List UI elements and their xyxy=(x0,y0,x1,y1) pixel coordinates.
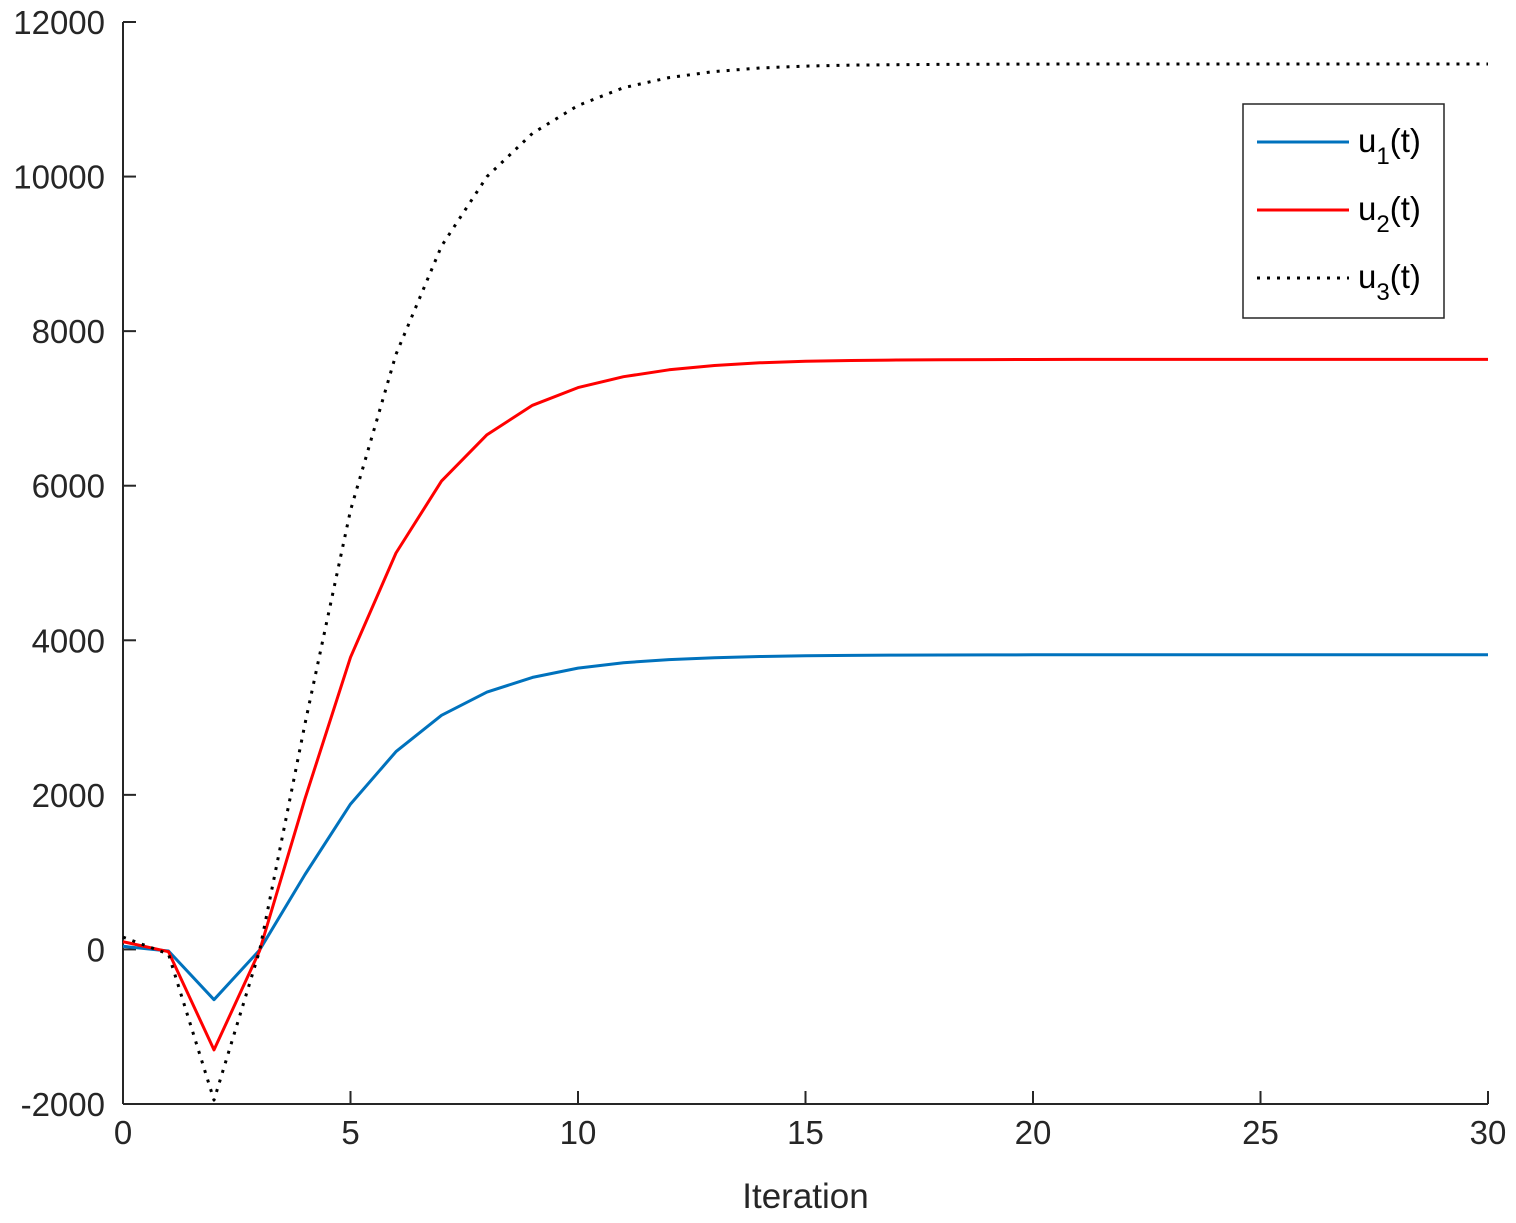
y-tick-label: 10000 xyxy=(13,159,105,196)
y-tick-label: 8000 xyxy=(32,313,105,350)
legend-label-suffix: (t) xyxy=(1390,122,1421,159)
legend-label-main: u xyxy=(1358,258,1376,295)
x-tick-label: 0 xyxy=(114,1114,132,1151)
y-tick-label: 2000 xyxy=(32,777,105,814)
y-tick-label: 4000 xyxy=(32,622,105,659)
legend-label-main: u xyxy=(1358,122,1376,159)
legend-label-subscript: 2 xyxy=(1376,211,1389,238)
x-tick-label: 25 xyxy=(1242,1114,1279,1151)
legend-label-3: u3(t) xyxy=(1358,258,1421,306)
x-tick-label: 20 xyxy=(1015,1114,1052,1151)
y-tick-label: -2000 xyxy=(21,1086,105,1123)
legend-label-subscript: 3 xyxy=(1376,279,1389,306)
x-tick-label: 5 xyxy=(341,1114,359,1151)
plot-area xyxy=(122,62,1488,1102)
axes: 0 5 10 15 20 25 30-200002000400060008000100001… xyxy=(13,4,1506,1151)
x-tick-label: 10 xyxy=(560,1114,597,1151)
y-tick-label: 0 xyxy=(87,931,105,968)
x-axis-title: Iteration xyxy=(742,1177,868,1216)
legend-label-2: u2(t) xyxy=(1358,190,1421,238)
series-line-1 xyxy=(122,653,1488,1002)
x-tick-label: 30 xyxy=(1470,1114,1507,1151)
legend-label-suffix: (t) xyxy=(1390,190,1421,227)
y-tick-label: 12000 xyxy=(13,4,105,41)
legend-label-main: u xyxy=(1358,190,1376,227)
legend-label-subscript: 1 xyxy=(1376,143,1389,170)
y-tick-label: 6000 xyxy=(32,468,105,505)
series-line-2 xyxy=(122,357,1488,1052)
x-tick-label: 15 xyxy=(787,1114,824,1151)
legend: u1(t)u2(t)u3(t) xyxy=(1242,103,1445,319)
legend-label-1: u1(t) xyxy=(1358,122,1421,170)
legend-label-suffix: (t) xyxy=(1390,258,1421,295)
